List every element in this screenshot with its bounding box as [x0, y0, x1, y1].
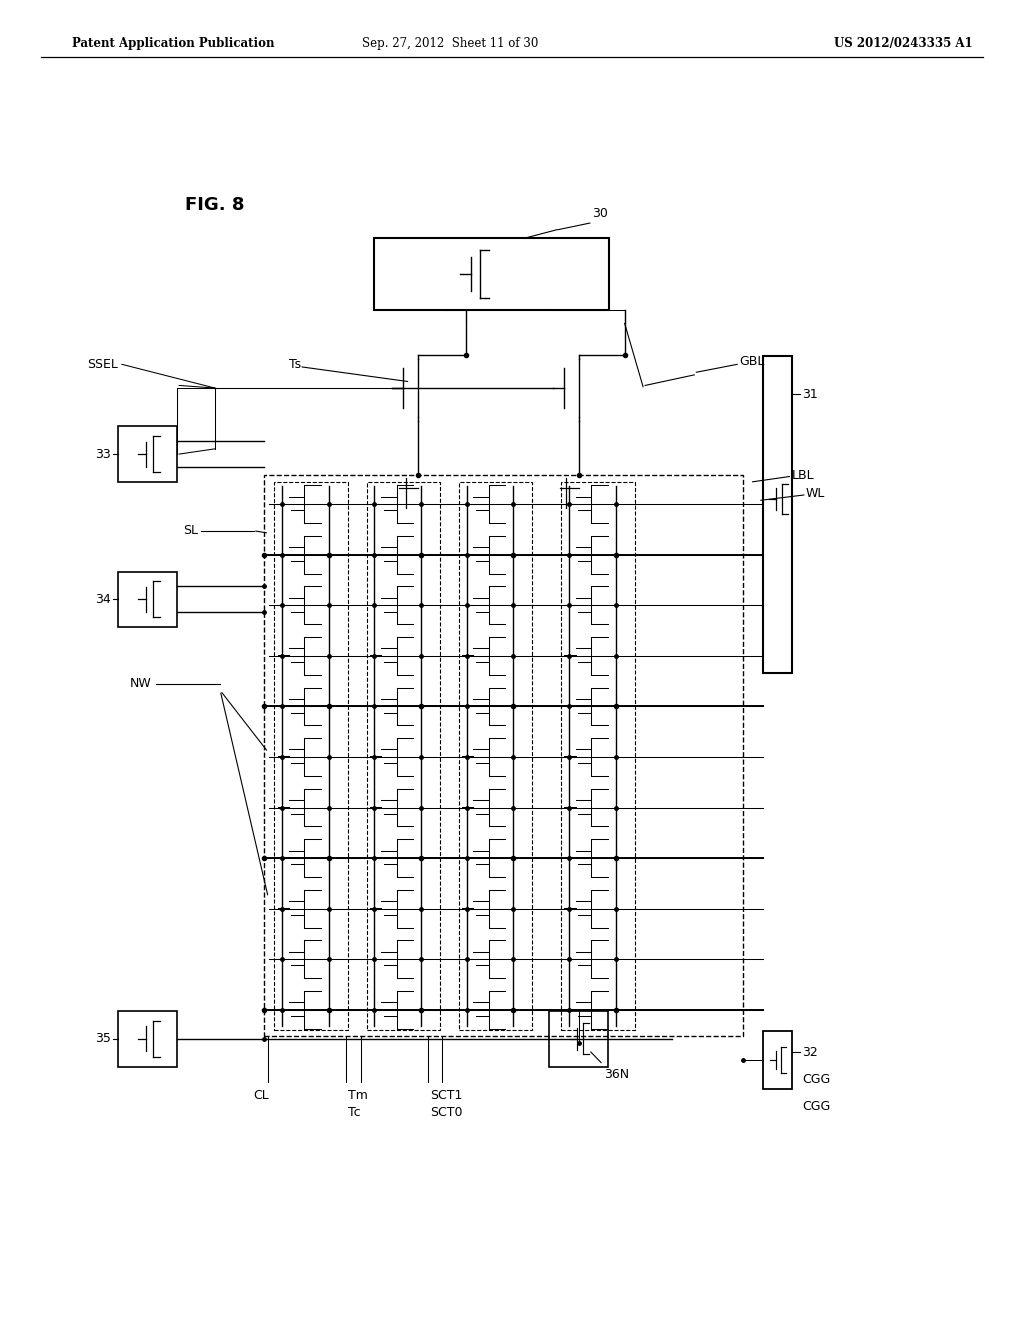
Text: SCT1: SCT1: [430, 1089, 463, 1102]
Text: Tc: Tc: [348, 1106, 360, 1119]
Text: CL: CL: [253, 1089, 269, 1102]
Text: Ts: Ts: [289, 358, 301, 371]
Text: CGG: CGG: [802, 1073, 830, 1086]
Bar: [763, 1031, 792, 1089]
Text: GBL: GBL: [739, 355, 765, 368]
Text: US 2012/0243335 A1: US 2012/0243335 A1: [835, 37, 973, 50]
Bar: [763, 356, 792, 673]
Text: 30: 30: [592, 207, 608, 220]
Bar: [118, 426, 177, 482]
Bar: [459, 482, 532, 1030]
Text: Sep. 27, 2012  Sheet 11 of 30: Sep. 27, 2012 Sheet 11 of 30: [362, 37, 539, 50]
Text: SL: SL: [182, 524, 198, 537]
Text: Tm: Tm: [348, 1089, 368, 1102]
Text: 31: 31: [802, 388, 817, 401]
Bar: [549, 1011, 608, 1067]
Bar: [367, 482, 440, 1030]
Text: 33: 33: [95, 447, 111, 461]
Bar: [374, 238, 609, 310]
Text: SCT0: SCT0: [430, 1106, 463, 1119]
Bar: [274, 482, 348, 1030]
Text: NW: NW: [130, 677, 152, 690]
Text: CGG: CGG: [802, 1100, 830, 1113]
Text: 35: 35: [94, 1032, 111, 1045]
Text: 32: 32: [802, 1045, 817, 1059]
Bar: [264, 475, 743, 1036]
Bar: [118, 1011, 177, 1067]
Text: SSEL: SSEL: [87, 358, 118, 371]
Text: LBL: LBL: [792, 469, 814, 482]
Text: 34: 34: [95, 593, 111, 606]
Bar: [118, 572, 177, 627]
Text: FIG. 8: FIG. 8: [185, 195, 245, 214]
Text: 36N: 36N: [604, 1068, 630, 1081]
Text: WL: WL: [806, 487, 825, 500]
Bar: [561, 482, 635, 1030]
Text: Patent Application Publication: Patent Application Publication: [72, 37, 274, 50]
